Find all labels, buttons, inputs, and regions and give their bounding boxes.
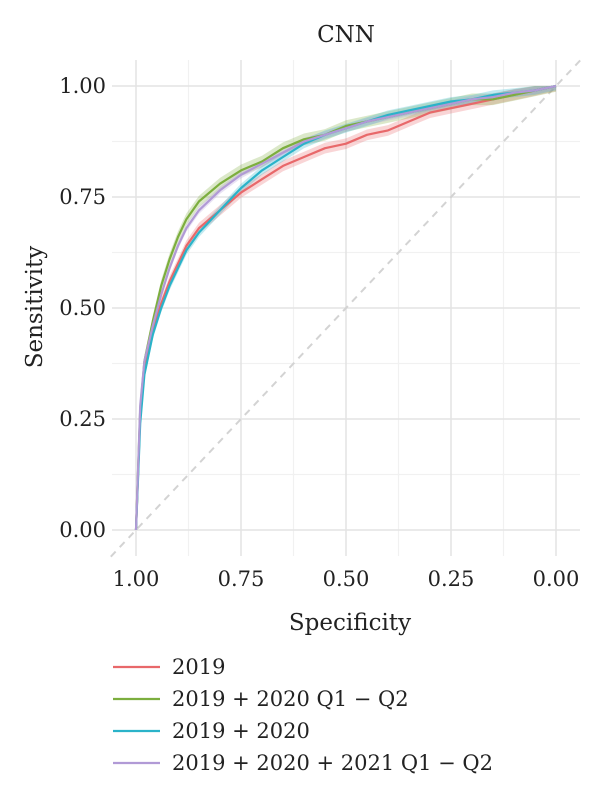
x-tick-label: 0.75: [218, 567, 265, 591]
legend-label-0: 2019: [172, 655, 225, 679]
y-tick-label: 0.00: [59, 518, 106, 542]
confidence-bands: [136, 86, 556, 530]
y-tick-label: 0.50: [59, 296, 106, 320]
series-line-3: [134, 84, 557, 531]
y-tick-labels: 0.00 0.25 0.50 0.75 1.00: [59, 74, 106, 542]
y-axis-label: Sensitivity: [22, 246, 48, 369]
y-tick-label: 1.00: [59, 74, 106, 98]
legend-label-2: 2019 + 2020: [172, 719, 310, 743]
x-tick-label: 1.00: [113, 567, 160, 591]
x-axis-label: Specificity: [289, 610, 411, 636]
chart-title: CNN: [317, 22, 375, 48]
diagonal-line: [110, 58, 582, 558]
legend-label-1: 2019 + 2020 Q1 − Q2: [172, 687, 409, 711]
x-tick-label: 0.50: [323, 567, 370, 591]
y-tick-label: 0.75: [59, 185, 106, 209]
reference-diagonal: [110, 58, 582, 558]
legend: 2019 2019 + 2020 Q1 − Q2 2019 + 2020 2019 +…: [113, 655, 493, 775]
series-band-0: [136, 86, 556, 530]
x-tick-label: 0.25: [428, 567, 475, 591]
roc-lines: [134, 84, 557, 531]
series-line-0: [134, 84, 557, 531]
y-tick-label: 0.25: [59, 407, 106, 431]
x-tick-label: 0.00: [533, 567, 580, 591]
x-tick-labels: 1.00 0.75 0.50 0.25 0.00: [113, 567, 580, 591]
legend-label-3: 2019 + 2020 + 2021 Q1 − Q2: [172, 751, 493, 775]
